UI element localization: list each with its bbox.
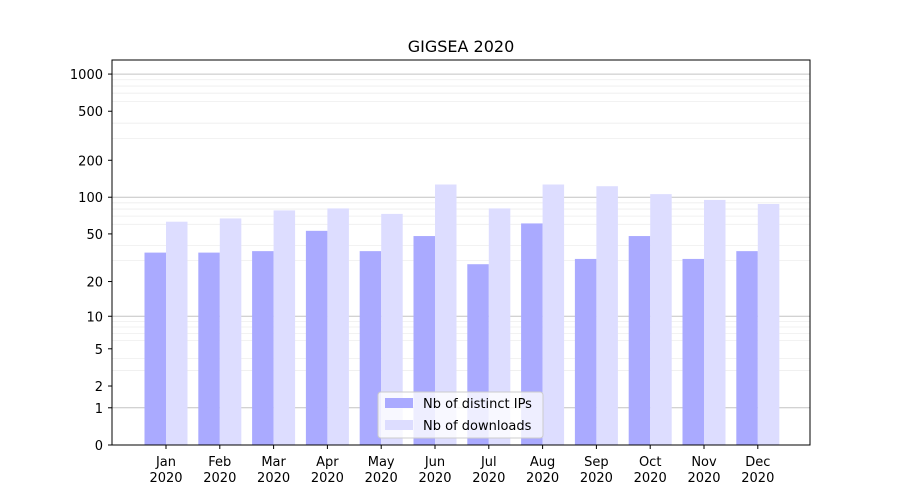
- bar-downloads: [757, 204, 780, 445]
- x-tick-label: May 2020: [365, 455, 398, 486]
- x-tick-label: Jun 2020: [418, 455, 451, 486]
- plot-frame: [111, 59, 811, 446]
- bar-distinct-ips: [574, 258, 597, 445]
- x-tick-label: Jul 2020: [472, 455, 505, 486]
- bar-downloads: [542, 184, 565, 446]
- legend-frame: [377, 391, 544, 439]
- bar-distinct-ips: [736, 251, 758, 445]
- bar-distinct-ips: [628, 236, 651, 445]
- legend-label-downloads: Nb of downloads: [423, 419, 532, 434]
- bar-downloads: [650, 194, 672, 445]
- y-tick-label: 1: [95, 402, 103, 417]
- y-axis: 0 1 2 5 10 20 50 100 200 500 1000: [70, 68, 112, 454]
- x-tick-label: Oct 2020: [634, 455, 667, 486]
- legend-swatch-downloads: [385, 420, 413, 430]
- x-tick-label: Sep 2020: [580, 455, 613, 486]
- x-axis: Jan 2020 Feb 2020 Mar 2020 Apr 2020 May 2020 Jun 20…: [149, 445, 774, 486]
- bar-distinct-ips: [305, 230, 328, 445]
- x-tick-label: Apr 2020: [311, 455, 344, 486]
- bar-distinct-ips: [682, 258, 704, 445]
- bar-downloads: [219, 218, 242, 445]
- y-tick-label: 200: [78, 154, 103, 169]
- bar-downloads: [273, 210, 296, 445]
- bar-downloads: [435, 184, 457, 446]
- bar-downloads: [488, 208, 511, 445]
- y-tick-label: 1000: [70, 68, 103, 83]
- bars: [144, 184, 780, 446]
- y-tick-label: 10: [86, 310, 103, 325]
- bar-downloads: [596, 186, 618, 445]
- x-tick-label: Dec 2020: [741, 455, 774, 486]
- bar-distinct-ips: [144, 252, 166, 445]
- x-tick-label: Feb 2020: [203, 455, 236, 486]
- bar-distinct-ips: [252, 251, 274, 445]
- legend: Nb of distinct IPs Nb of downloads: [377, 391, 544, 439]
- y-tick-label: 50: [86, 228, 103, 243]
- bar-downloads: [381, 213, 403, 445]
- x-tick-label: Jan 2020: [149, 455, 182, 486]
- legend-label-ips: Nb of distinct IPs: [423, 397, 532, 412]
- x-tick-label: Nov 2020: [687, 455, 720, 486]
- bar-distinct-ips: [359, 251, 382, 445]
- x-tick-label: Aug 2020: [526, 455, 559, 486]
- y-tick-label: 0: [95, 439, 103, 454]
- legend-swatch-ips: [385, 398, 413, 408]
- y-tick-label: 2: [95, 380, 103, 395]
- x-tick-label: Mar 2020: [257, 455, 290, 486]
- bar-downloads: [704, 199, 726, 445]
- chart-title: GIGSEA 2020: [408, 37, 515, 56]
- bar-distinct-ips: [198, 252, 220, 445]
- bar-distinct-ips: [521, 223, 543, 445]
- y-tick-label: 5: [95, 343, 103, 358]
- y-tick-label: 500: [78, 105, 103, 120]
- y-tick-label: 20: [86, 276, 103, 291]
- y-tick-label: 100: [78, 191, 103, 206]
- bar-downloads: [327, 208, 349, 445]
- bar-downloads: [166, 221, 188, 445]
